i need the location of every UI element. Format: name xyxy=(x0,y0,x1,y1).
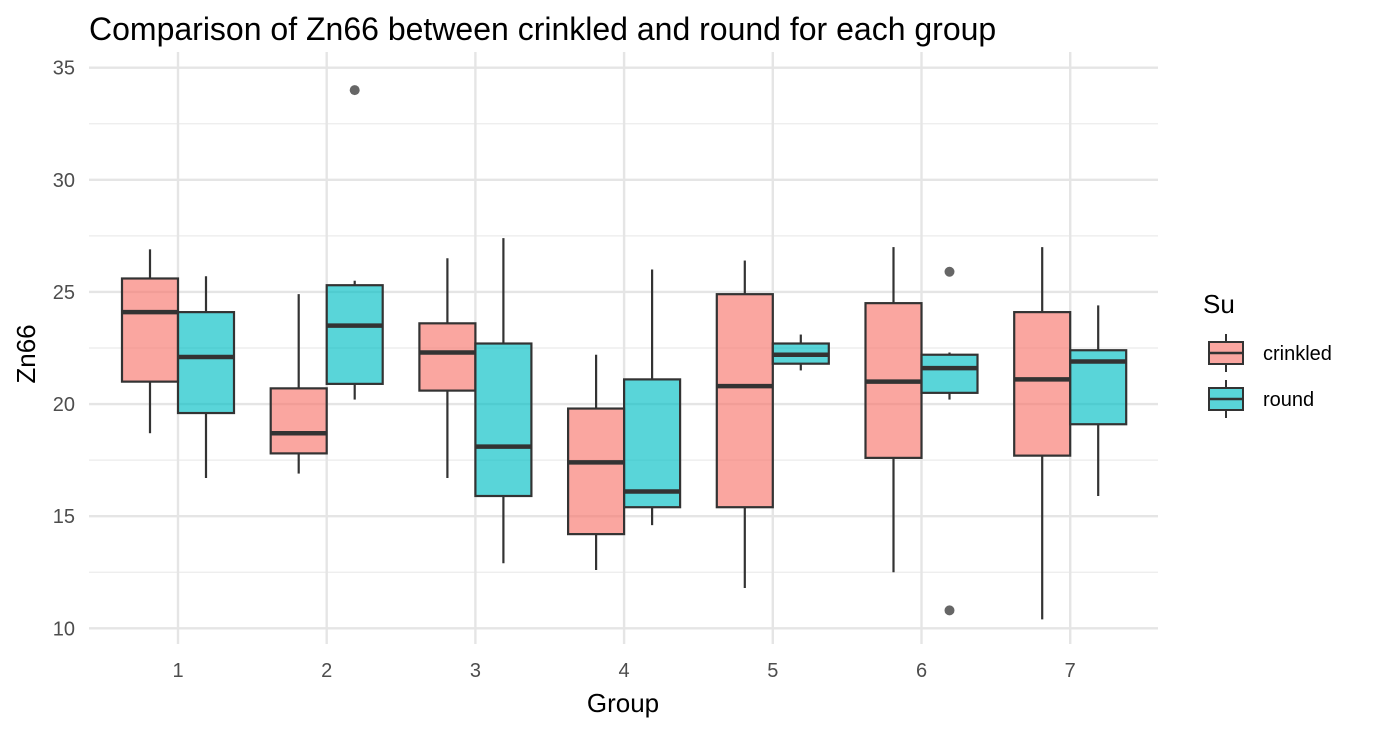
box-body xyxy=(715,293,774,509)
y-tick-label: 25 xyxy=(53,282,75,304)
box-round-group-7 xyxy=(1069,305,1128,496)
box-body xyxy=(418,322,477,392)
box-body xyxy=(120,277,180,383)
box-round-group-2 xyxy=(325,85,384,400)
outlier-point xyxy=(944,266,955,277)
y-tick-label: 15 xyxy=(53,506,75,528)
y-tick-label: 10 xyxy=(53,618,75,640)
box-crinkled-group-1 xyxy=(120,249,180,434)
legend-label-round: round xyxy=(1263,389,1314,411)
box-body xyxy=(622,378,682,509)
y-tick-label: 20 xyxy=(53,394,75,416)
grid-lines xyxy=(89,52,1158,644)
box-round-group-1 xyxy=(176,276,236,479)
x-tick-label: 5 xyxy=(767,660,778,682)
x-tick-label: 6 xyxy=(916,660,927,682)
box-body xyxy=(566,407,626,536)
box-crinkled-group-7 xyxy=(1013,247,1072,620)
outlier-point xyxy=(944,605,955,616)
boxes xyxy=(120,85,1128,620)
box-round-group-4 xyxy=(622,269,682,526)
x-tick-label: 7 xyxy=(1065,660,1076,682)
x-tick-label: 3 xyxy=(470,660,481,682)
legend: Su crinkled round xyxy=(1203,289,1332,418)
legend-title: Su xyxy=(1203,289,1235,319)
box-body xyxy=(325,284,384,385)
box-crinkled-group-6 xyxy=(864,247,923,573)
x-tick-label: 4 xyxy=(619,660,630,682)
box-round-group-5 xyxy=(771,334,830,371)
y-tick-label: 30 xyxy=(53,170,75,192)
legend-key-round xyxy=(1208,380,1244,418)
x-tick-label: 1 xyxy=(172,660,183,682)
box-round-group-3 xyxy=(474,238,533,564)
axis-ticks: 10 15 20 25 30 35 1 2 3 4 5 6 7 xyxy=(53,58,1076,682)
x-tick-label: 2 xyxy=(321,660,332,682)
box-body xyxy=(1013,311,1072,457)
box-crinkled-group-2 xyxy=(269,294,328,474)
box-round-group-6 xyxy=(920,266,979,616)
box-body xyxy=(920,353,979,394)
box-body xyxy=(474,342,533,498)
box-body xyxy=(176,311,236,415)
y-tick-label: 35 xyxy=(53,58,75,80)
legend-key-crinkled xyxy=(1208,334,1244,372)
box-crinkled-group-5 xyxy=(715,260,774,588)
outlier-point xyxy=(349,85,360,96)
box-crinkled-group-4 xyxy=(566,354,626,570)
y-axis-title: Zn66 xyxy=(11,324,41,383)
chart-title: Comparison of Zn66 between crinkled and … xyxy=(89,11,996,47)
x-axis-title: Group xyxy=(587,688,659,718)
box-body xyxy=(269,387,328,455)
legend-label-crinkled: crinkled xyxy=(1263,343,1332,365)
